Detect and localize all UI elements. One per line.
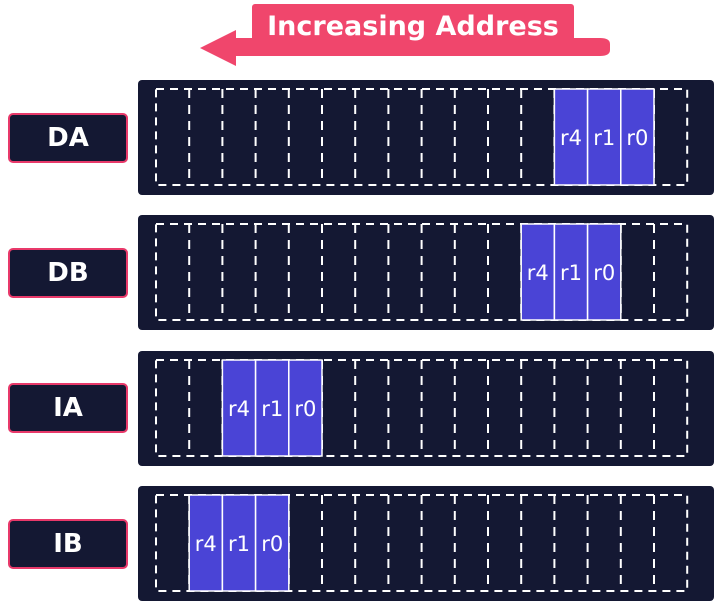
mode-label-ia: IA bbox=[8, 383, 128, 433]
memory-strip-db-slots: r4 r1 r0 bbox=[155, 223, 689, 321]
register-label: r0 bbox=[626, 126, 648, 150]
register-label: r1 bbox=[228, 532, 250, 556]
memory-strip-border bbox=[155, 88, 689, 186]
register-label: r4 bbox=[560, 126, 582, 150]
register-slot bbox=[520, 223, 556, 321]
register-label: r4 bbox=[195, 532, 217, 556]
register-slot bbox=[288, 359, 323, 457]
memory-strip-border bbox=[155, 223, 689, 321]
register-label: r0 bbox=[261, 532, 283, 556]
register-block-db-r1: r1 bbox=[553, 223, 589, 321]
memory-strip-ia: r4 r1 r0 bbox=[138, 351, 714, 466]
register-slot bbox=[620, 88, 655, 186]
register-block-ia-r1: r1 bbox=[254, 359, 290, 457]
register-label: r1 bbox=[261, 397, 283, 421]
memory-strip-ib-slots: r4 r1 r0 bbox=[155, 494, 689, 592]
register-block-da-r4: r4 bbox=[553, 88, 589, 186]
register-block-ia-r0: r0 bbox=[288, 359, 323, 457]
memory-strip-border bbox=[155, 494, 689, 592]
register-block-ia-r4: r4 bbox=[221, 359, 257, 457]
register-block-ib-r0: r0 bbox=[254, 494, 290, 592]
memory-strip-da: r4 r1 r0 bbox=[138, 80, 714, 195]
register-label: r4 bbox=[228, 397, 250, 421]
memory-strip-ia-slots: r4 r1 r0 bbox=[155, 359, 689, 457]
memory-strip-border bbox=[155, 359, 689, 457]
register-slot bbox=[221, 359, 257, 457]
register-slot bbox=[254, 359, 290, 457]
register-block-da-r1: r1 bbox=[586, 88, 622, 186]
register-slot bbox=[221, 494, 257, 592]
register-slot bbox=[553, 223, 589, 321]
increasing-address-label: Increasing Address bbox=[252, 4, 574, 50]
register-slot bbox=[254, 494, 290, 592]
memory-strip-da-slots: r4 r1 r0 bbox=[155, 88, 689, 186]
register-label: r1 bbox=[560, 261, 582, 285]
mode-label-ib: IB bbox=[8, 519, 128, 569]
register-slot bbox=[188, 494, 224, 592]
register-block-ib-r4: r4 bbox=[188, 494, 224, 592]
register-label: r0 bbox=[593, 261, 615, 285]
register-slot bbox=[586, 223, 622, 321]
register-block-db-r0: r0 bbox=[586, 223, 622, 321]
register-block-ib-r1: r1 bbox=[221, 494, 257, 592]
mode-label-da: DA bbox=[8, 113, 128, 163]
register-block-db-r4: r4 bbox=[520, 223, 556, 321]
mode-label-db: DB bbox=[8, 248, 128, 298]
register-label: r4 bbox=[527, 261, 549, 285]
register-label: r0 bbox=[294, 397, 316, 421]
memory-strip-ib: r4 r1 r0 bbox=[138, 486, 714, 601]
register-block-da-r0: r0 bbox=[620, 88, 655, 186]
memory-strip-db: r4 r1 r0 bbox=[138, 215, 714, 330]
register-label: r1 bbox=[593, 126, 615, 150]
